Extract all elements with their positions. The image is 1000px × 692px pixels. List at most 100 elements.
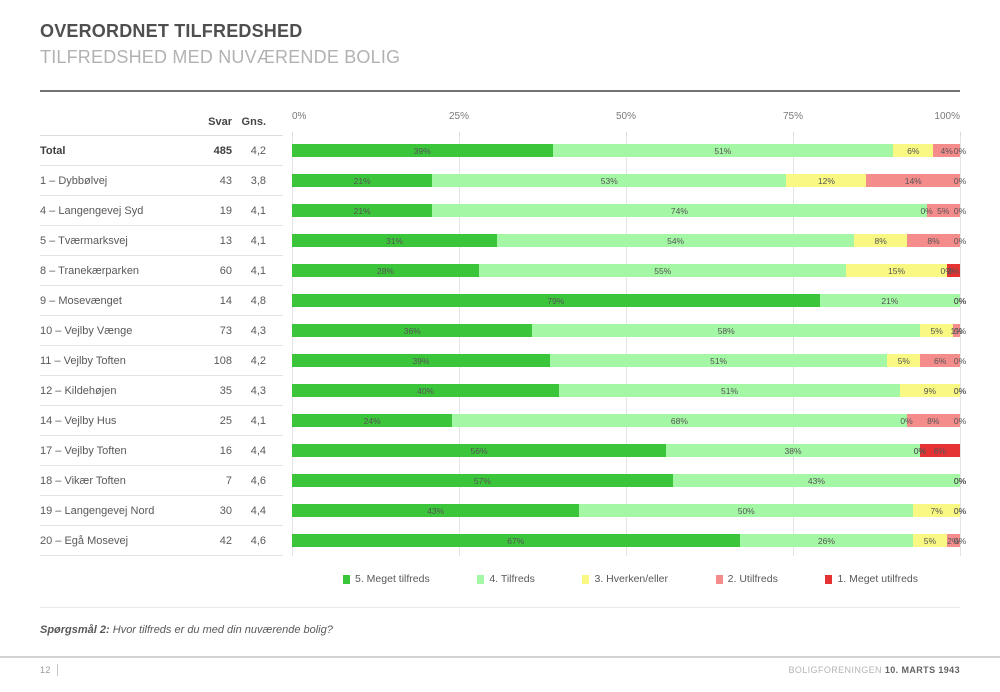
stacked-bar: 79% 21% 0% 0% 0% bbox=[292, 294, 966, 307]
bar-segment bbox=[854, 234, 908, 247]
bar-segment bbox=[292, 324, 533, 337]
bar-segment bbox=[292, 144, 553, 157]
gns-value: 4,6 bbox=[250, 534, 266, 547]
legend-item: 5. Meget tilfreds bbox=[343, 572, 430, 586]
bar-label: 21% bbox=[353, 175, 371, 186]
question-body: Hvor tilfreds er du med din nuværende bo… bbox=[109, 624, 333, 636]
bar-label: 6% bbox=[933, 445, 947, 456]
chart-rows: Total 485 4,2 39% 51% 6% 4% 0% 1 – Dybbølvej 43 3,… bbox=[40, 136, 966, 556]
table-row-left: 11 – Vejlby Toften 108 4,2 bbox=[40, 346, 283, 376]
bar-label: 79% bbox=[547, 295, 565, 306]
bar-label: 0% bbox=[913, 445, 927, 456]
svar-value: 7 bbox=[225, 474, 232, 487]
title-divider bbox=[40, 90, 960, 92]
page-number-group: 12 bbox=[40, 664, 58, 676]
svar-value: 14 bbox=[219, 294, 232, 307]
bar-label: 0% bbox=[953, 325, 967, 336]
bar-segment bbox=[666, 444, 920, 457]
row-label: 4 – Langengevej Syd bbox=[40, 204, 144, 217]
bar-segment bbox=[479, 264, 847, 277]
bar-segment bbox=[919, 444, 960, 457]
row-label: 5 – Tværmarksvej bbox=[40, 234, 128, 247]
stacked-bar: 67% 26% 5% 2% 0% bbox=[292, 534, 966, 547]
bar-segment bbox=[913, 504, 960, 517]
table-row: 17 – Vejlby Toften 16 4,4 56% 38% 0% 0% 6% bbox=[40, 436, 960, 466]
bar-cell: 67% 26% 5% 2% 0% bbox=[292, 526, 966, 556]
table-row-left: 17 – Vejlby Toften 16 4,4 bbox=[40, 436, 283, 466]
legend-swatch bbox=[582, 574, 590, 584]
bar-label: 57% bbox=[473, 475, 491, 486]
table-row-left: 14 – Vejlby Hus 25 4,1 bbox=[40, 406, 283, 436]
bar-label: 31% bbox=[385, 235, 404, 246]
row-label: 8 – Tranekærparken bbox=[40, 264, 140, 277]
bar-segment bbox=[786, 174, 867, 187]
gns-value: 4,2 bbox=[250, 144, 266, 157]
bar-label: 0% bbox=[953, 415, 967, 426]
bar-label: 39% bbox=[412, 355, 430, 366]
table-row: 8 – Tranekærparken 60 4,1 28% 55% 15% 0% 2% bbox=[40, 256, 960, 286]
legend-item: 4. Tilfreds bbox=[477, 572, 535, 586]
bar-label: 21% bbox=[881, 295, 899, 306]
axis-tick-mark bbox=[960, 132, 961, 137]
table-row: 1 – Dybbølvej 43 3,8 21% 53% 12% 14% 0% bbox=[40, 166, 966, 196]
bar-label: 0% bbox=[953, 175, 967, 186]
bar-label: 0% bbox=[953, 355, 967, 366]
bar-label: 0% bbox=[953, 205, 967, 216]
table-row: 14 – Vejlby Hus 25 4,1 24% 68% 0% 8% 0% bbox=[40, 406, 966, 436]
bar-cell: 40% 51% 9% 0% 0% bbox=[292, 376, 966, 406]
bar-label: 14% bbox=[904, 175, 922, 186]
bar-segment bbox=[846, 264, 947, 277]
bar-segment bbox=[919, 324, 954, 337]
stacked-bar: 21% 53% 12% 14% 0% bbox=[292, 174, 966, 187]
axis-tick-label: 100% bbox=[934, 111, 960, 122]
stacked-bar: 36% 58% 5% 1% 0% bbox=[292, 324, 966, 337]
bar-label: 0% bbox=[953, 505, 967, 516]
gridline bbox=[793, 136, 794, 556]
bar-label: 8% bbox=[927, 235, 940, 246]
svar-value: 30 bbox=[219, 504, 232, 517]
table-row: 20 – Egå Mosevej 42 4,6 67% 26% 5% 2% 0% bbox=[40, 526, 966, 556]
legend-swatch bbox=[343, 574, 350, 584]
gns-value: 4,3 bbox=[250, 384, 266, 397]
legend-label: 5. Meget tilfreds bbox=[355, 573, 430, 585]
bar-label: 55% bbox=[654, 265, 672, 276]
gns-value: 4,3 bbox=[250, 324, 266, 337]
svar-value: 73 bbox=[219, 324, 232, 337]
svar-value: 60 bbox=[219, 264, 232, 277]
gns-value: 4,6 bbox=[250, 474, 266, 487]
bar-label: 0% bbox=[953, 295, 967, 306]
row-label: 19 – Langengevej Nord bbox=[40, 504, 155, 517]
bar-label: 8% bbox=[874, 235, 887, 246]
gridline bbox=[459, 136, 460, 556]
bar-label: 0% bbox=[953, 385, 967, 396]
bar-segment bbox=[432, 204, 927, 217]
bar-label: 40% bbox=[417, 385, 435, 396]
bar-label: 68% bbox=[670, 415, 688, 426]
bar-segment bbox=[552, 144, 894, 157]
bar-label: 50% bbox=[737, 505, 755, 516]
footer-divider bbox=[0, 656, 1000, 658]
gridline bbox=[960, 136, 961, 556]
bar-segment bbox=[739, 534, 914, 547]
bar-segment bbox=[946, 264, 960, 277]
bar-segment bbox=[907, 234, 960, 247]
bar-label: 0% bbox=[953, 535, 967, 546]
bar-segment bbox=[899, 384, 960, 397]
table-header-left: Svar Gns. bbox=[40, 108, 283, 136]
bar-label: 0% bbox=[940, 265, 953, 276]
question-label: Spørgsmål 2: bbox=[40, 624, 110, 636]
page-title: OVERORDNET TILFREDSHED bbox=[40, 21, 303, 41]
axis-tick-mark bbox=[793, 132, 794, 137]
legend-swatch bbox=[715, 574, 723, 584]
bar-segment bbox=[432, 174, 787, 187]
bar-label: 43% bbox=[427, 505, 445, 516]
bar-cell: 21% 74% 0% 5% 0% bbox=[292, 196, 966, 226]
table-row: 12 – Kildehøjen 35 4,3 40% 51% 9% 0% 0% bbox=[40, 376, 966, 406]
bar-segment bbox=[292, 534, 740, 547]
stacked-bar: 43% 50% 7% 0% 0% bbox=[292, 504, 966, 517]
stacked-bar: 57% 43% 0% 0% 0% bbox=[292, 474, 966, 487]
gns-value: 4,1 bbox=[250, 414, 266, 427]
bar-segment bbox=[292, 294, 820, 307]
bar-segment bbox=[933, 144, 960, 157]
bar-cell: 79% 21% 0% 0% 0% bbox=[292, 286, 966, 316]
